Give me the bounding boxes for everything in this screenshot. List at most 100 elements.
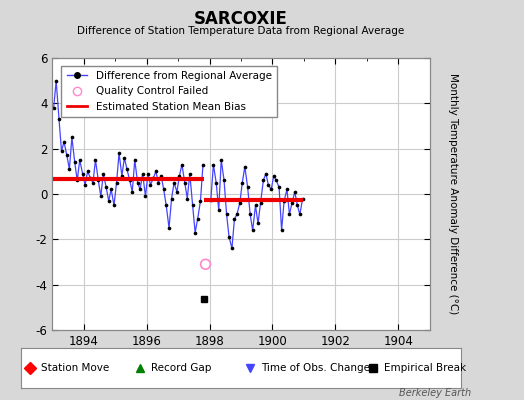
Point — [146, 182, 155, 188]
Point — [230, 216, 238, 222]
Point — [248, 227, 257, 234]
Point — [264, 182, 272, 188]
Point — [285, 211, 293, 218]
Point — [196, 198, 205, 204]
Point — [217, 157, 225, 163]
Point — [259, 177, 268, 184]
Point — [136, 186, 144, 193]
Point — [79, 170, 87, 177]
Point — [222, 211, 231, 218]
Point — [183, 195, 191, 202]
Point — [296, 211, 304, 218]
Point — [254, 220, 262, 227]
Point — [225, 234, 233, 240]
Point — [209, 161, 217, 168]
Point — [201, 261, 210, 268]
Point — [68, 134, 76, 140]
Point — [73, 177, 81, 184]
Point — [110, 202, 118, 208]
Point — [170, 180, 178, 186]
Text: Difference of Station Temperature Data from Regional Average: Difference of Station Temperature Data f… — [78, 26, 405, 36]
Point — [107, 186, 115, 193]
Point — [104, 198, 113, 204]
Point — [283, 186, 291, 193]
Point — [238, 180, 246, 186]
Point — [206, 196, 215, 203]
Text: Station Move: Station Move — [41, 363, 109, 373]
Point — [175, 173, 183, 179]
Point — [49, 105, 58, 111]
Point — [94, 177, 103, 184]
Point — [252, 202, 260, 208]
Point — [63, 152, 71, 159]
Point — [86, 175, 95, 181]
Point — [214, 207, 223, 213]
Point — [233, 211, 241, 218]
Point — [178, 161, 186, 168]
Point — [126, 177, 134, 184]
Point — [134, 180, 142, 186]
Text: Berkeley Earth: Berkeley Earth — [399, 388, 472, 398]
Point — [115, 150, 123, 156]
Point — [138, 170, 147, 177]
Point — [299, 195, 307, 202]
Point — [236, 200, 244, 206]
Point — [181, 180, 189, 186]
Y-axis label: Monthly Temperature Anomaly Difference (°C): Monthly Temperature Anomaly Difference (… — [449, 73, 458, 315]
Point — [71, 159, 79, 166]
Point — [165, 225, 173, 231]
Point — [102, 184, 111, 190]
Point — [130, 157, 139, 163]
Point — [293, 202, 301, 208]
Point — [280, 198, 288, 204]
Point — [189, 202, 197, 208]
Text: Record Gap: Record Gap — [151, 363, 211, 373]
Point — [173, 188, 181, 195]
Point — [157, 173, 166, 179]
Point — [60, 139, 68, 145]
Point — [291, 188, 299, 195]
Point — [269, 173, 278, 179]
Point — [57, 148, 66, 154]
Point — [128, 188, 136, 195]
Point — [144, 170, 152, 177]
Text: Time of Obs. Change: Time of Obs. Change — [261, 363, 370, 373]
Point — [120, 154, 128, 161]
Point — [149, 175, 158, 181]
Point — [118, 173, 126, 179]
Point — [112, 180, 121, 186]
Point — [52, 78, 60, 84]
Point — [141, 193, 150, 200]
Point — [159, 186, 168, 193]
Point — [277, 227, 286, 234]
Point — [65, 166, 73, 172]
Point — [99, 170, 107, 177]
Point — [123, 166, 131, 172]
Point — [81, 182, 89, 188]
Point — [288, 200, 296, 206]
Point — [244, 184, 252, 190]
Point — [199, 161, 207, 168]
Point — [89, 180, 97, 186]
Point — [261, 170, 270, 177]
Point — [185, 170, 194, 177]
Point — [275, 184, 283, 190]
Point — [272, 177, 280, 184]
Point — [193, 216, 202, 222]
Point — [162, 202, 170, 208]
Point — [212, 180, 221, 186]
Text: SARCOXIE: SARCOXIE — [194, 10, 288, 28]
Point — [246, 211, 254, 218]
Point — [55, 116, 63, 122]
Point — [267, 186, 276, 193]
Legend: Difference from Regional Average, Quality Control Failed, Estimated Station Mean: Difference from Regional Average, Qualit… — [61, 66, 277, 117]
Point — [75, 157, 84, 163]
Point — [191, 229, 199, 236]
Point — [220, 177, 228, 184]
Point — [83, 168, 92, 174]
Text: Empirical Break: Empirical Break — [384, 363, 466, 373]
Point — [241, 164, 249, 170]
Point — [91, 157, 100, 163]
Point — [151, 168, 160, 174]
Point — [154, 180, 162, 186]
